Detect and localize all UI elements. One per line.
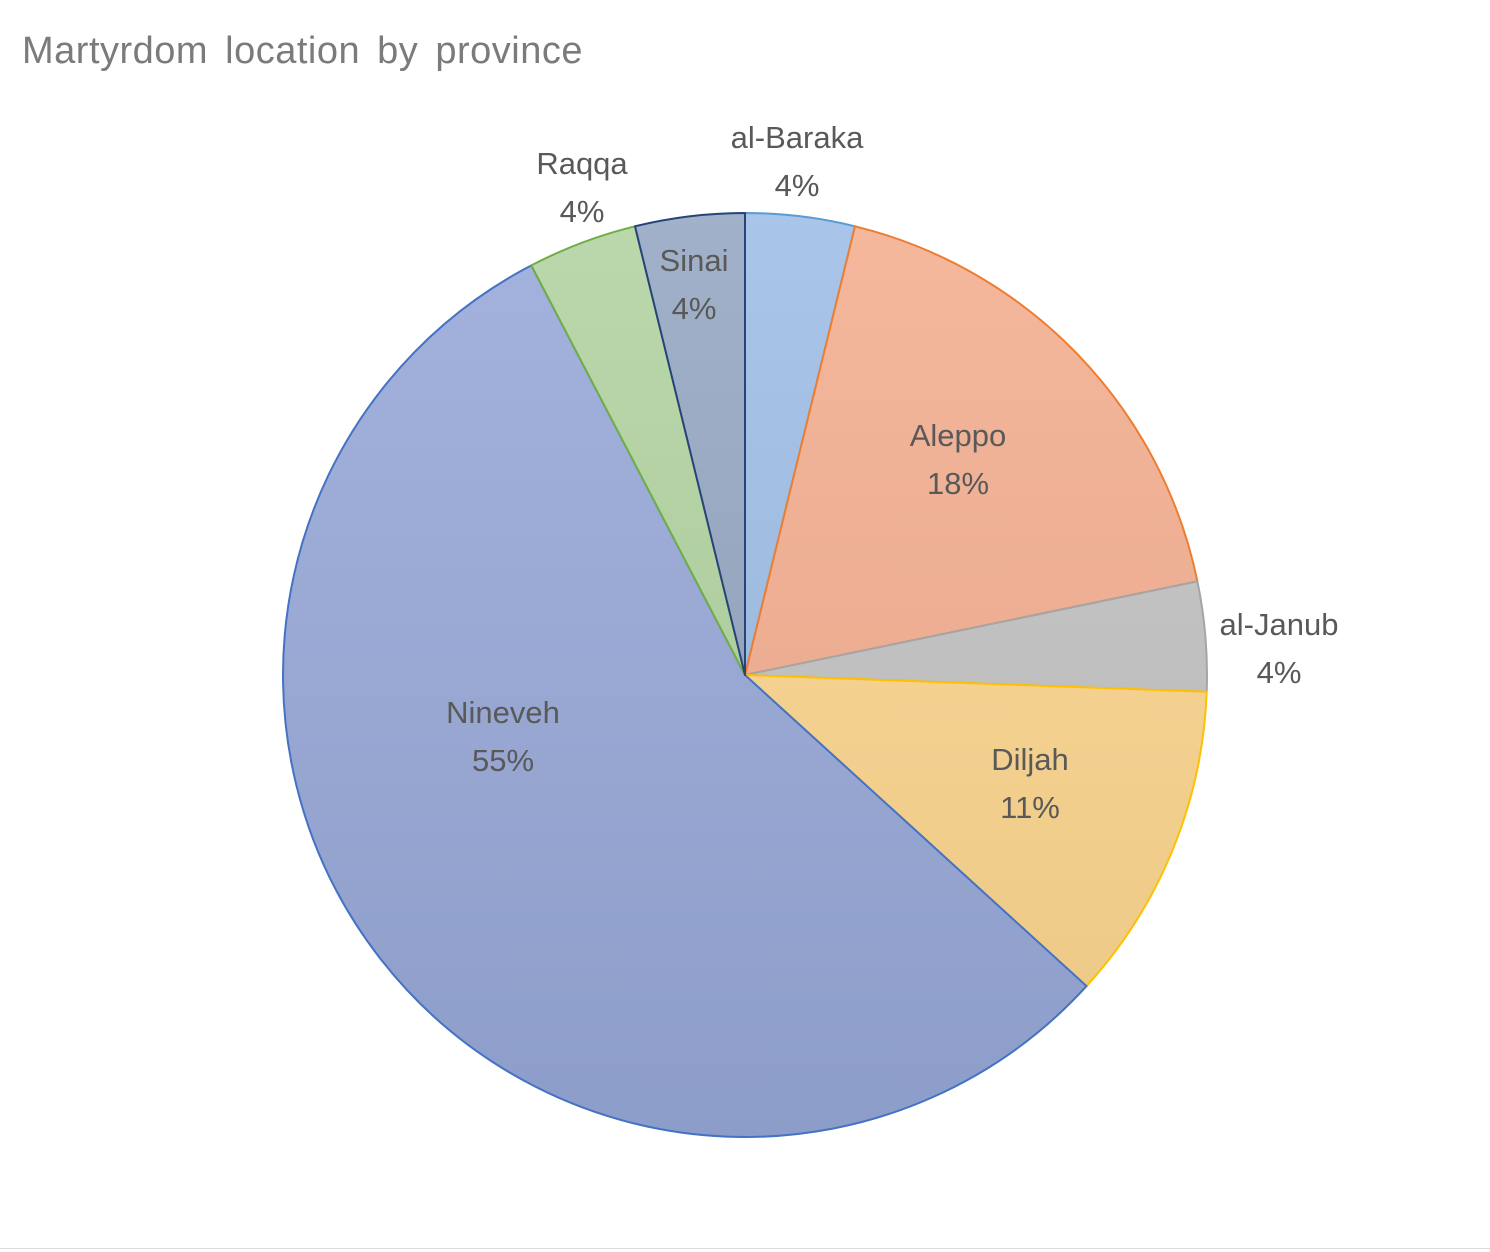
slice-percent-aleppo: 18% — [927, 466, 989, 501]
pie-slices — [282, 212, 1208, 1138]
slice-percent-diljah: 11% — [1000, 790, 1060, 825]
slice-label-al-janub: al-Janub — [1220, 607, 1339, 642]
slice-label-aleppo: Aleppo — [910, 418, 1007, 453]
pie-slice-sinai — [633, 212, 746, 676]
pie-slice-nineveh — [282, 264, 1088, 1138]
slice-label-diljah: Diljah — [991, 742, 1069, 777]
slice-percent-nineveh: 55% — [472, 743, 534, 778]
slice-percent-sinai: 4% — [672, 291, 717, 326]
slice-percent-al-baraka: 4% — [775, 168, 820, 203]
chart-title: Martyrdom location by province — [22, 30, 583, 72]
pie-labels: al-Baraka 4% Aleppo 18% al-Janub 4% Diljah 11% N… — [446, 120, 1338, 825]
slice-label-sinai: Sinai — [660, 243, 729, 278]
slice-label-raqqa: Raqqa — [536, 146, 628, 181]
slice-percent-al-janub: 4% — [1257, 655, 1302, 690]
slice-percent-raqqa: 4% — [560, 194, 605, 229]
bottom-divider — [0, 1248, 1490, 1249]
pie-slice-aleppo — [744, 225, 1199, 676]
pie-slice-diljah — [744, 674, 1208, 988]
slice-label-nineveh: Nineveh — [446, 695, 560, 730]
slice-label-al-baraka: al-Baraka — [731, 120, 864, 155]
